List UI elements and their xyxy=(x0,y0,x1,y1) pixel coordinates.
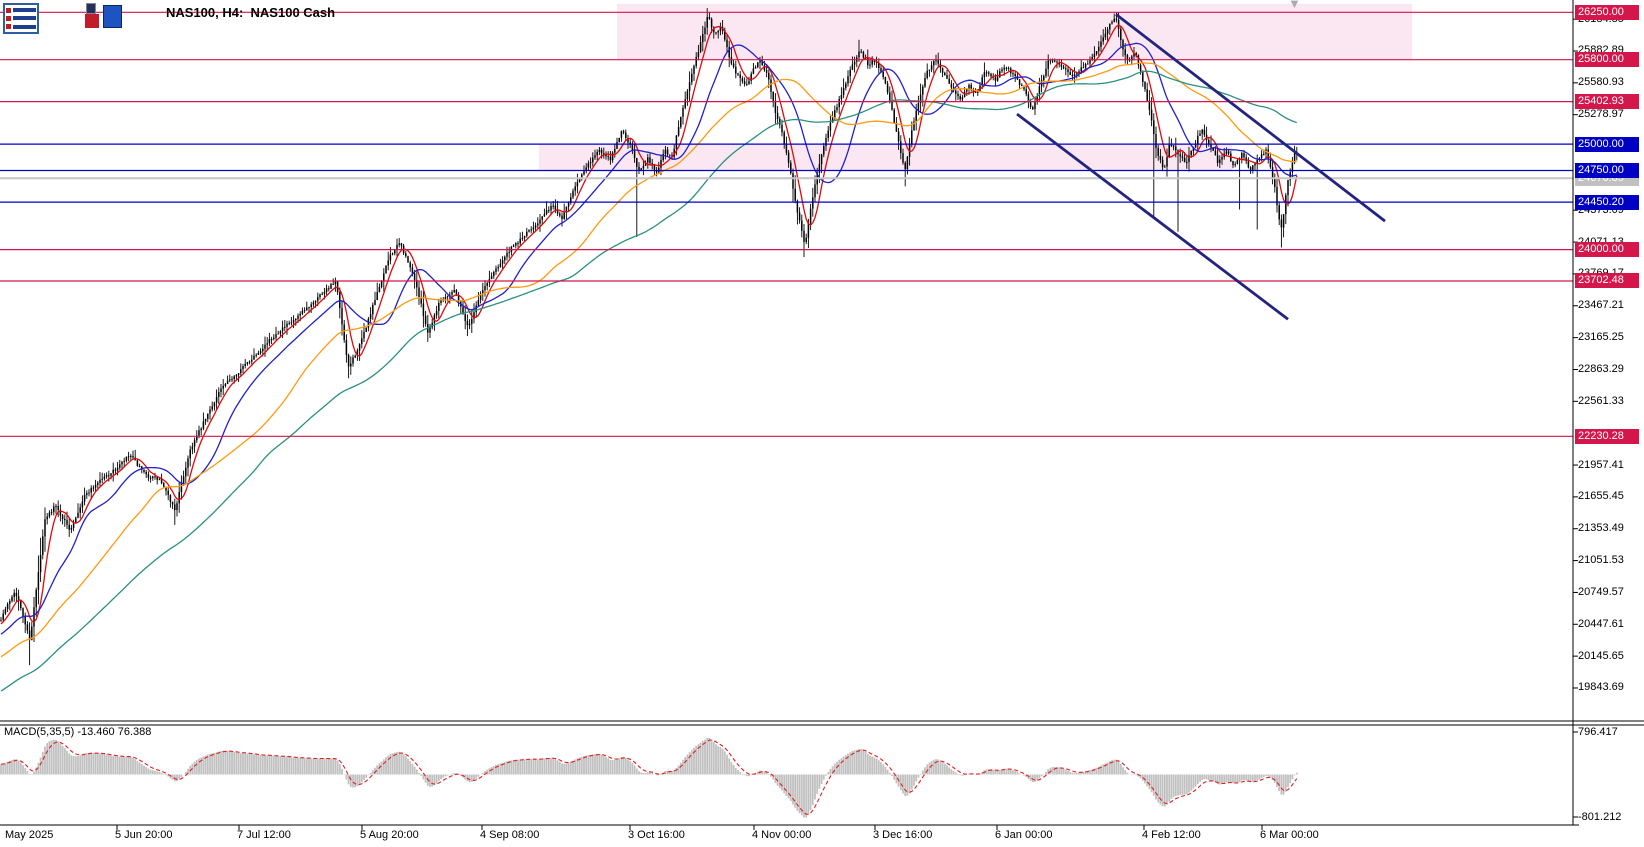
price-level-badge-resistance: 22230.28 xyxy=(1575,428,1639,444)
time-axis-label[interactable]: 3 Dec 16:00 xyxy=(873,829,933,841)
price-tick-label: 22863.29 xyxy=(1578,362,1624,375)
ma-medium xyxy=(0,42,1297,635)
price-tick-label: 23165.25 xyxy=(1578,331,1624,344)
bar-chart-icon xyxy=(84,3,124,28)
symbol-title: NAS100, H4: NAS100 Cash xyxy=(166,5,336,20)
price-tick-label: 21655.45 xyxy=(1578,490,1624,503)
price-tick-label: 22561.33 xyxy=(1578,394,1624,407)
macd-tick-label: -801.212 xyxy=(1578,810,1622,823)
time-axis-label[interactable]: 4 Nov 00:00 xyxy=(752,829,812,841)
price-tick-label: 21957.41 xyxy=(1578,458,1624,471)
time-axis-label[interactable]: May 2025 xyxy=(5,829,54,841)
price-bars xyxy=(0,8,1298,666)
macd-tick-label: 796.417 xyxy=(1578,725,1618,738)
price-tick-label: 25278.97 xyxy=(1578,108,1624,121)
price-level-badge-support: 24750.00 xyxy=(1575,162,1639,178)
price-level-badge-resistance: 26250.00 xyxy=(1575,4,1639,20)
time-axis-label[interactable]: 7 Jul 12:00 xyxy=(237,829,291,841)
price-level-badge-support: 24450.20 xyxy=(1575,194,1639,210)
ma-slowest xyxy=(0,70,1298,692)
price-tick-label: 20447.61 xyxy=(1578,617,1624,630)
price-level-badge-resistance: 24000.00 xyxy=(1575,242,1639,258)
quotes-list-icon xyxy=(3,3,39,34)
macd-signal-line xyxy=(0,739,1298,815)
time-axis-label[interactable]: 6 Mar 00:00 xyxy=(1260,829,1319,841)
time-axis-label[interactable]: 5 Aug 20:00 xyxy=(360,829,419,841)
ma-fast xyxy=(0,24,1298,625)
time-axis-label[interactable]: 3 Oct 16:00 xyxy=(628,829,685,841)
price-tick-label: 20749.57 xyxy=(1578,585,1624,598)
time-axis-label[interactable]: 4 Sep 08:00 xyxy=(480,829,540,841)
price-level-badge-resistance: 25800.00 xyxy=(1575,52,1639,68)
price-tick-label: 25580.93 xyxy=(1578,76,1624,89)
price-level-badge-support: 25000.00 xyxy=(1575,136,1639,152)
macd-indicator xyxy=(0,737,1298,818)
price-level-badge-resistance: 23702.48 xyxy=(1575,273,1639,289)
descending-trendline[interactable] xyxy=(1016,112,1289,321)
macd-indicator-label: MACD(5,35,5) -13.460 76.388 xyxy=(4,726,152,738)
price-tick-label: 21353.49 xyxy=(1578,522,1624,535)
price-tick-label: 19843.69 xyxy=(1578,681,1624,694)
descending-trendline[interactable] xyxy=(1115,13,1386,223)
price-level-badge-resistance: 25402.93 xyxy=(1575,94,1639,110)
moving-averages xyxy=(0,24,1298,692)
time-axis-label[interactable]: 4 Feb 12:00 xyxy=(1142,829,1201,841)
price-tick-label: 20145.65 xyxy=(1578,649,1624,662)
price-tick-label: 23467.21 xyxy=(1578,299,1624,312)
price-tick-label: 21051.53 xyxy=(1578,554,1624,567)
autoscroll-arrow-icon: ▼ xyxy=(1288,0,1301,11)
time-axis-label[interactable]: 5 Jun 20:00 xyxy=(115,829,173,841)
time-axis-label[interactable]: 6 Jan 00:00 xyxy=(995,829,1053,841)
